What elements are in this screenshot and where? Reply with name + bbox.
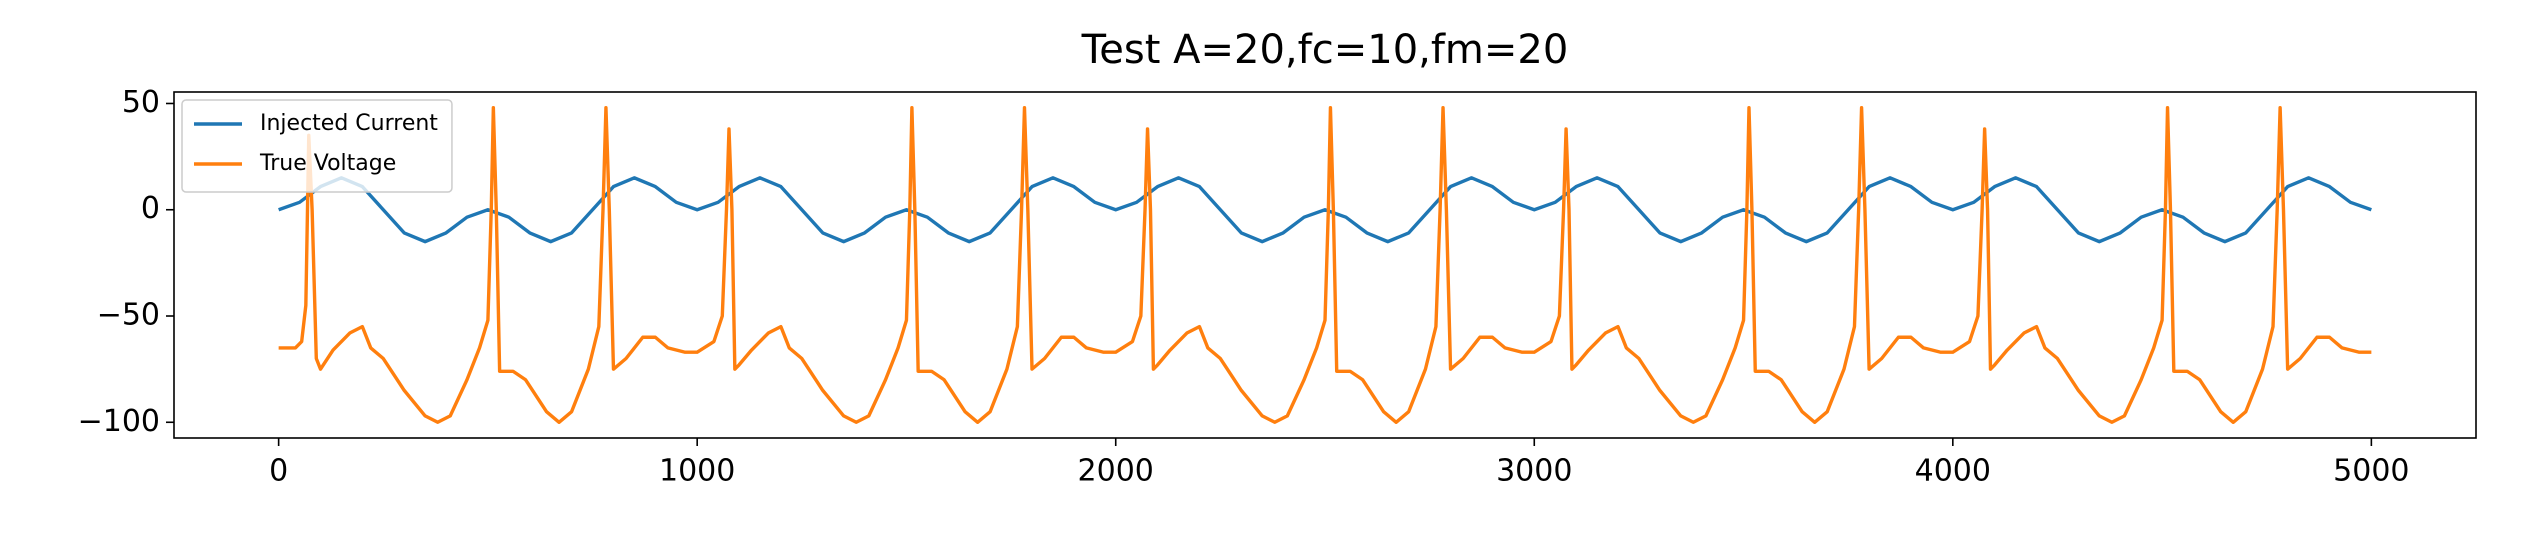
legend-label: Injected Current (260, 111, 438, 136)
y-tick-label: −50 (97, 298, 160, 333)
x-tick-label: 4000 (1915, 454, 1991, 489)
x-tick-label: 0 (269, 454, 288, 489)
series-line (278, 106, 2372, 424)
plot-frame (173, 91, 2477, 439)
y-tick-label: 0 (141, 191, 160, 226)
legend-label: True Voltage (259, 151, 396, 176)
chart-title: Test A=20,fc=10,fm=20 (1081, 27, 1569, 73)
x-tick-label: 1000 (659, 454, 735, 489)
y-tick-label: 50 (122, 85, 160, 120)
x-tick-label: 5000 (2333, 454, 2409, 489)
x-tick-label: 2000 (1078, 454, 1154, 489)
y-tick-label: −100 (78, 404, 160, 439)
legend: Injected Current True Voltage (181, 99, 453, 193)
legend-box (181, 99, 453, 193)
series-line (278, 176, 2372, 244)
x-tick-label: 3000 (1496, 454, 1572, 489)
